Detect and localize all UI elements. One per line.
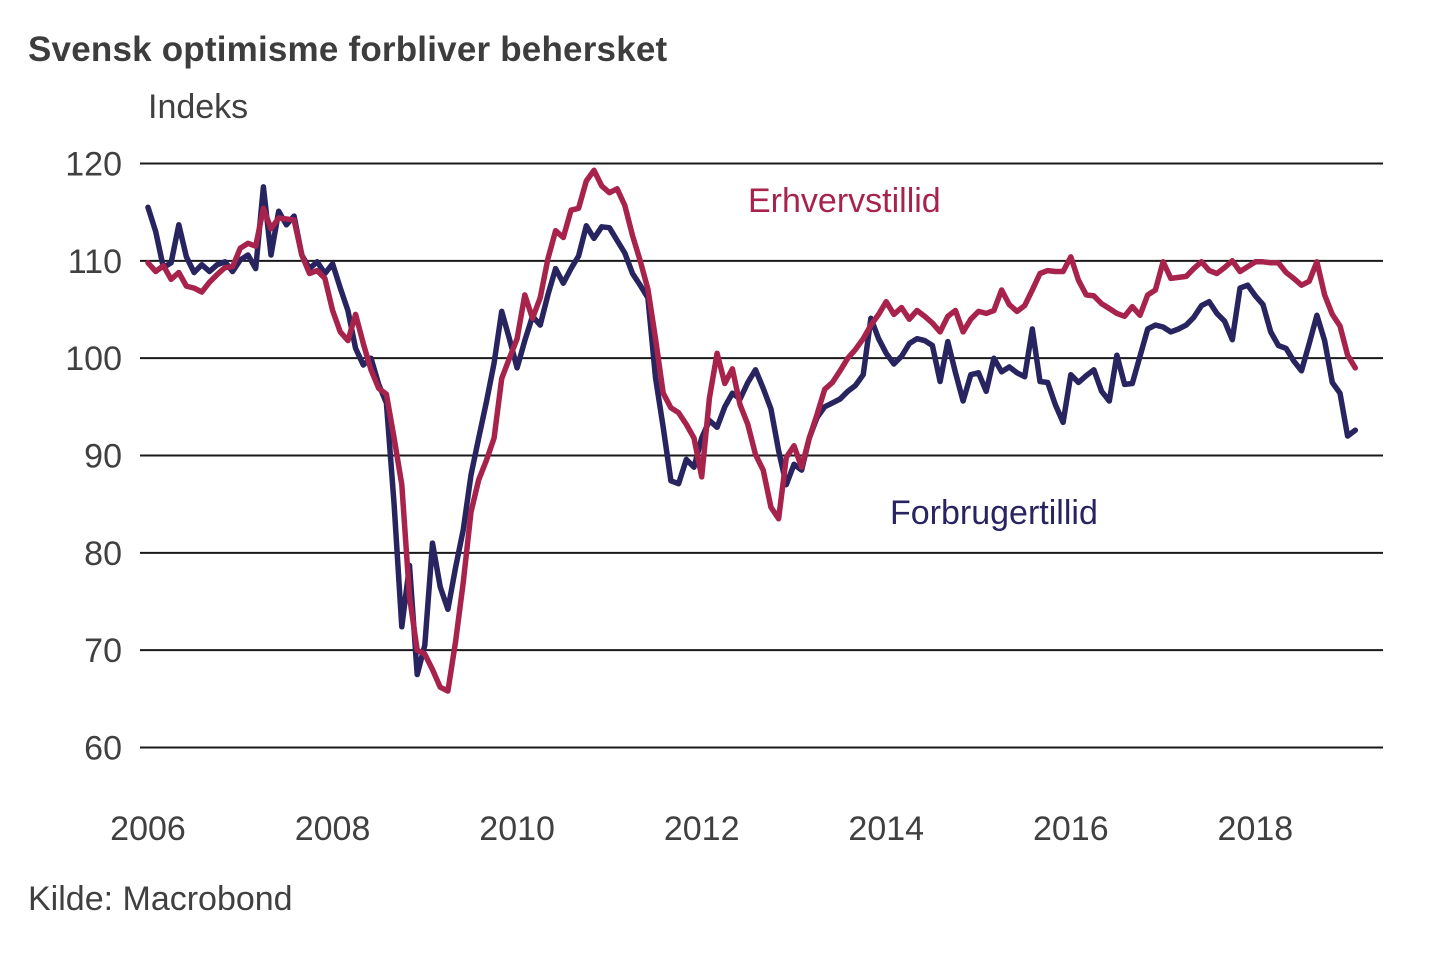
y-tick-label-120: 120 [65,146,122,184]
x-tick-label-2018: 2018 [1218,810,1294,848]
forbrugertillid-line [145,184,1359,678]
x-tick-label-2008: 2008 [295,810,371,848]
y-axis-unit-label: Indeks [148,88,249,126]
y-tick-label-90: 90 [84,438,122,476]
x-tick-label-2006: 2006 [110,810,186,848]
erhvervstillid-line [145,167,1359,694]
source-note: Kilde: Macrobond [28,880,293,918]
x-tick-label-2014: 2014 [848,810,924,848]
y-tick-label-110: 110 [68,243,122,281]
x-tick-label-2016: 2016 [1033,810,1109,848]
y-tick-label-60: 60 [84,730,122,768]
series-label-forbrugertillid: Forbrugertillid [890,494,1098,532]
y-tick-label-70: 70 [84,632,122,670]
x-tick-label-2012: 2012 [664,810,740,848]
y-tick-label-80: 80 [84,535,122,573]
x-tick-label-2010: 2010 [479,810,555,848]
y-tick-label-100: 100 [65,340,122,378]
chart-title: Svensk optimisme forbliver behersket [28,30,668,69]
series-label-erhvervstillid: Erhvervstillid [748,182,941,220]
